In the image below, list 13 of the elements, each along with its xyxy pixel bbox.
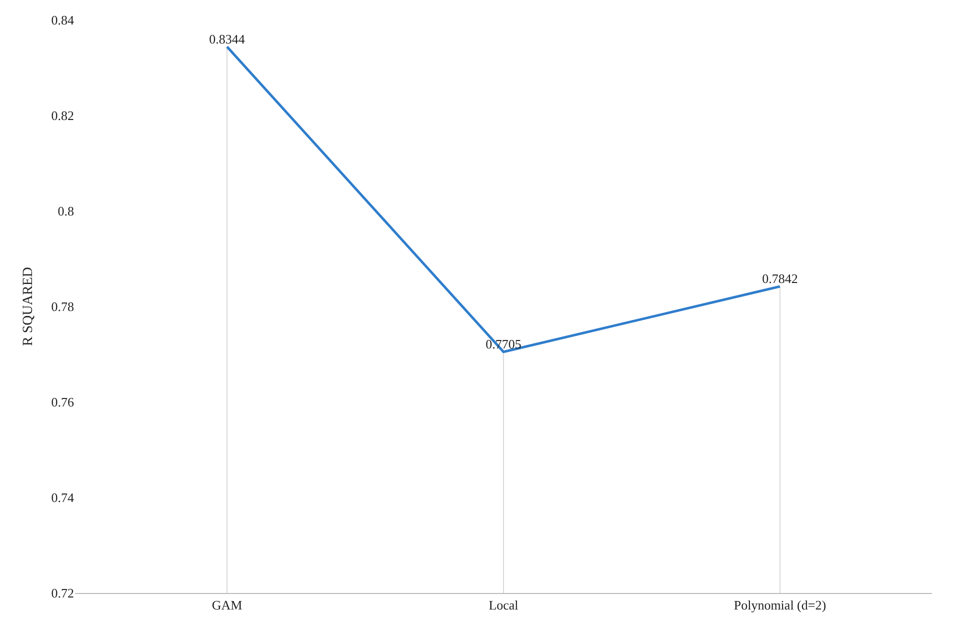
data-label: 0.7842 [762,271,798,286]
y-tick-label: 0.8 [58,204,74,219]
x-tick-label: GAM [212,598,243,613]
data-label: 0.8344 [209,31,246,46]
y-axis-title: R SQUARED [20,267,36,346]
y-tick-label: 0.82 [51,108,74,124]
x-tick-label: Local [488,598,519,613]
y-tick-label: 0.74 [51,490,74,506]
y-tick-label: 0.72 [51,586,74,601]
y-tick-label: 0.76 [51,394,74,410]
x-tick-label: Polynomial (d=2) [734,598,826,613]
y-tick-label: 0.78 [51,299,74,314]
y-tick-label: 0.84 [51,12,74,28]
